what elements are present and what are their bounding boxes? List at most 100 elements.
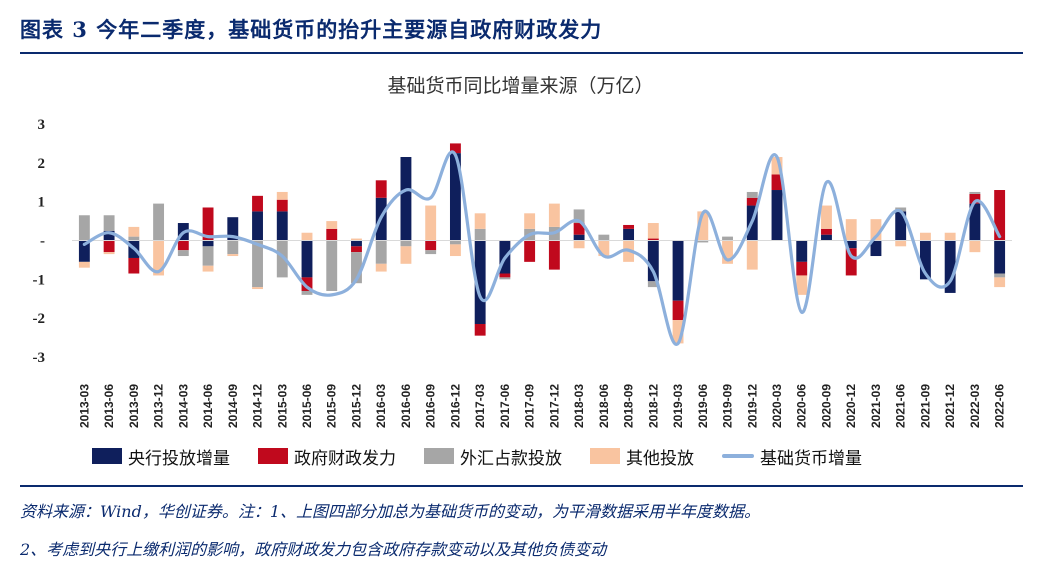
bar-s2-2018-12	[647, 281, 659, 288]
bar-s0-2015-06	[301, 240, 313, 278]
bar-s1-2019-12	[746, 197, 758, 206]
bar-s1-2019-03	[672, 300, 684, 321]
bar-s0-2020-06	[796, 240, 808, 262]
bar-s0-2020-12	[845, 240, 857, 249]
legend-swatch-other	[590, 448, 620, 464]
bar-s2-2017-06	[499, 277, 511, 280]
bar-s3-2017-03	[474, 213, 486, 229]
base-money-line	[82, 150, 1002, 346]
bar-s2-2016-06	[400, 240, 412, 247]
bar-s1-2017-03	[474, 323, 486, 336]
bar-s3-2017-09	[524, 213, 536, 229]
figure-title: 图表 3 今年二季度，基础货币的抬升主要源自政府财政发力	[20, 17, 603, 42]
legend-swatch-central-bank	[92, 448, 122, 464]
bar-s3-2015-09	[326, 221, 338, 229]
x-tick-label: 2018-09	[622, 384, 636, 428]
method-note: 2、考虑到央行上缴利润的影响，政府财政发力包含政府存款变动以及其他负债变动	[20, 540, 607, 559]
bar-s0-2020-03	[771, 190, 783, 241]
bar-s0-2020-09	[821, 234, 832, 241]
legend-item-fiscal: 政府财政发力	[258, 444, 396, 469]
x-tick-label: 2017-12	[547, 384, 561, 428]
x-tick-label: 2021-06	[894, 384, 908, 428]
x-tick-label: 2020-06	[795, 384, 809, 428]
bar-s3-2022-06	[994, 277, 1006, 288]
x-tick-label: 2013-12	[152, 384, 166, 428]
bar-s3-2016-12	[449, 244, 461, 257]
bar-s1-2020-12	[845, 248, 857, 276]
legend-label-fiscal: 政府财政发力	[294, 448, 396, 469]
bar-s2-2015-03	[276, 240, 288, 278]
x-tick-label: 2014-03	[176, 384, 190, 428]
bar-s2-2016-09	[425, 250, 437, 255]
bar-s1-2016-03	[375, 180, 387, 198]
bar-s1-2016-09	[425, 240, 437, 251]
bar-s0-2016-06	[400, 157, 412, 241]
bar-s1-2015-12	[351, 246, 362, 253]
bar-s3-2018-12	[647, 223, 659, 239]
x-tick-label: 2018-03	[572, 384, 586, 428]
bar-s2-2014-03	[177, 250, 189, 257]
bar-s2-2016-12	[449, 240, 461, 245]
bar-s2-2022-06	[994, 273, 1006, 278]
x-tick-label: 2016-09	[424, 384, 438, 428]
bar-s3-2022-03	[969, 240, 981, 253]
y-tick-label: -	[40, 234, 45, 250]
x-tick-label: 2019-09	[721, 384, 735, 428]
bar-s0-2013-06	[103, 230, 115, 241]
y-tick-label: 2	[38, 156, 46, 172]
bar-s0-2022-03	[969, 203, 981, 241]
chart-title: 基础货币同比增量来源（万亿）	[387, 75, 654, 97]
legend-label-base-money: 基础货币增量	[760, 448, 862, 469]
x-tick-label: 2015-09	[325, 384, 339, 428]
bar-s0-2018-09	[623, 228, 635, 241]
bar-s3-2020-09	[821, 205, 832, 229]
bar-s2-2018-06	[598, 234, 610, 241]
legend-item-base-money: 基础货币增量	[722, 444, 862, 469]
bar-s1-2017-09	[524, 240, 536, 262]
bar-s2-2013-06	[103, 215, 115, 231]
x-tick-label: 2013-09	[127, 384, 141, 428]
bar-s3-2015-12	[351, 238, 362, 241]
bar-s2-2015-06	[301, 290, 313, 295]
bar-s3-2015-03	[276, 191, 288, 200]
bar-s2-2013-12	[153, 203, 165, 241]
x-tick-label: 2016-06	[399, 384, 413, 428]
bar-s0-2017-03	[474, 240, 486, 324]
bar-s2-2018-03	[573, 209, 585, 224]
legend-swatch-fx	[424, 448, 454, 464]
bar-s3-2019-06	[697, 211, 709, 241]
bar-s2-2014-12	[252, 240, 263, 288]
x-tick-label: 2017-09	[523, 384, 537, 428]
bar-s1-2015-09	[326, 228, 338, 241]
x-tick-label: 2013-06	[102, 384, 116, 428]
bar-s1-2013-09	[128, 257, 140, 274]
footer-divider	[20, 485, 1023, 487]
x-tick-label: 2020-09	[819, 384, 833, 428]
bar-s3-2016-09	[425, 205, 437, 241]
bar-s1-2014-12	[252, 195, 263, 212]
x-tick-label: 2015-06	[300, 384, 314, 428]
x-tick-label: 2021-12	[943, 384, 957, 428]
bar-s2-2019-09	[722, 236, 733, 241]
x-tick-label: 2022-03	[968, 384, 982, 428]
x-tick-label: 2015-12	[349, 384, 363, 428]
legend-item-other: 其他投放	[590, 444, 694, 469]
bar-s3-2021-12	[944, 232, 956, 241]
bar-s2-2019-06	[697, 240, 709, 243]
bar-s3-2015-06	[301, 232, 313, 241]
x-tick-label: 2014-06	[201, 384, 215, 428]
bar-s3-2016-03	[375, 263, 387, 272]
chart-legend: 央行投放增量 政府财政发力 外汇占款投放 其他投放 基础货币增量	[92, 442, 862, 470]
bar-s0-2019-03	[672, 240, 684, 301]
x-tick-label: 2020-03	[770, 384, 784, 428]
bar-s3-2013-12	[153, 240, 165, 276]
x-tick-label: 2022-06	[993, 384, 1007, 428]
legend-label-central-bank: 央行投放增量	[128, 448, 230, 469]
legend-item-central-bank: 央行投放增量	[92, 444, 230, 469]
bar-s2-2021-06	[895, 207, 907, 212]
y-tick-label: -3	[33, 350, 46, 366]
bar-s1-2017-06	[499, 273, 511, 278]
bar-s3-2014-09	[227, 254, 239, 257]
bar-s1-2015-06	[301, 277, 313, 291]
bar-s3-2013-03	[78, 261, 90, 268]
